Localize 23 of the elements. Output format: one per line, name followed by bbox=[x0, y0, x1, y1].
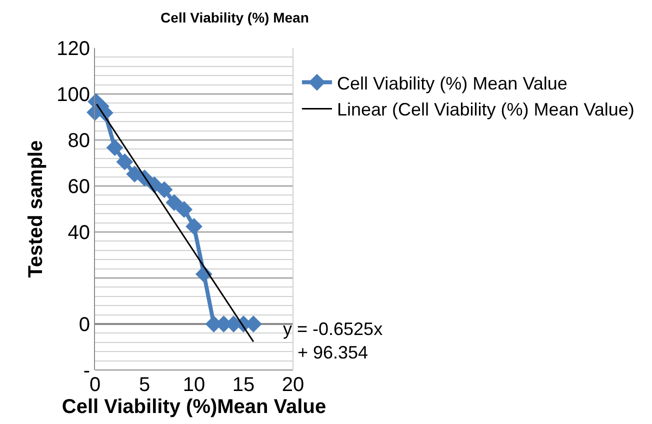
chart-title: Cell Viability (%) Mean bbox=[160, 10, 309, 26]
point bbox=[176, 201, 193, 218]
point bbox=[116, 153, 134, 170]
annotation: y = -0.6525x + 96.354 bbox=[283, 319, 383, 362]
legend-label: Cell Viability (%) Mean Value bbox=[336, 73, 568, 94]
y-tick-label: 40 bbox=[68, 222, 90, 244]
y-tick-label: 60 bbox=[68, 176, 90, 198]
legend-label: Linear (Cell Viability (%) Mean Value) bbox=[336, 100, 634, 120]
x-tick-label: 15 bbox=[232, 374, 255, 396]
y-tick-label: 100 bbox=[56, 84, 90, 106]
y-tick-label: 0 bbox=[78, 314, 90, 336]
x-tick-label: 10 bbox=[182, 374, 206, 396]
x-axis-title: Cell Viability (%)Mean Value bbox=[62, 396, 326, 418]
y-tick-label: - bbox=[83, 360, 90, 382]
point bbox=[186, 218, 202, 235]
point bbox=[166, 194, 183, 212]
point bbox=[106, 139, 124, 156]
y-axis-title: Tested sample bbox=[25, 140, 48, 278]
point bbox=[156, 181, 173, 198]
x-tick-label: 5 bbox=[138, 374, 150, 396]
x-tick-label: 20 bbox=[282, 374, 304, 396]
y-tick-label: 80 bbox=[68, 130, 90, 152]
y-tick-label: 120 bbox=[56, 38, 90, 60]
